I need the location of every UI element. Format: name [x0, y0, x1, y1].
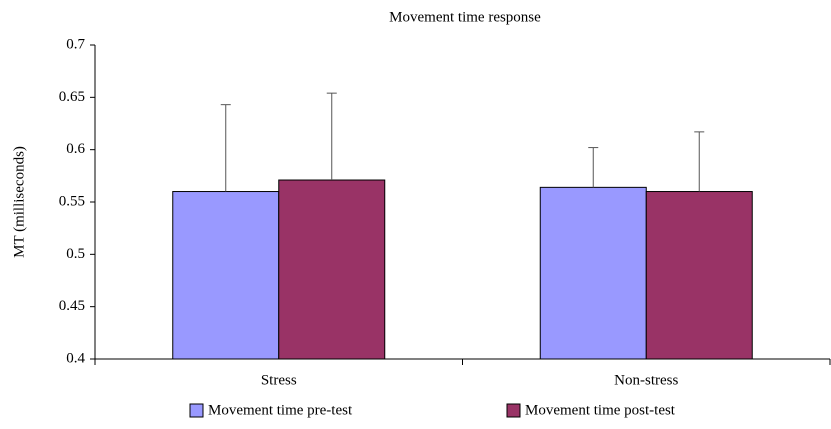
legend-swatch	[506, 403, 521, 418]
legend-label: Movement time post-test	[525, 402, 676, 418]
y-tick-label: 0.65	[59, 89, 85, 105]
error-bar	[694, 131, 705, 192]
x-tick-label: Non-stress	[614, 372, 678, 388]
y-tick-label: 0.5	[66, 246, 85, 262]
error-bar	[220, 104, 231, 192]
y-tick-label: 0.55	[59, 193, 85, 209]
y-tick-label: 0.7	[66, 36, 85, 52]
y-tick-label: 0.4	[66, 350, 85, 366]
bar	[645, 191, 753, 360]
error-bar	[326, 92, 337, 181]
error-bar	[588, 147, 599, 188]
chart-title: Movement time response	[389, 9, 541, 25]
legend-label: Movement time pre-test	[208, 402, 353, 418]
legend-swatch	[189, 403, 204, 418]
bar	[172, 191, 280, 360]
bar	[539, 186, 647, 360]
y-axis-label: MT (milliseconds)	[11, 146, 27, 258]
bar	[278, 179, 386, 360]
y-tick-label: 0.45	[59, 298, 85, 314]
y-tick-label: 0.6	[66, 141, 85, 157]
x-tick-label: Stress	[261, 372, 297, 388]
